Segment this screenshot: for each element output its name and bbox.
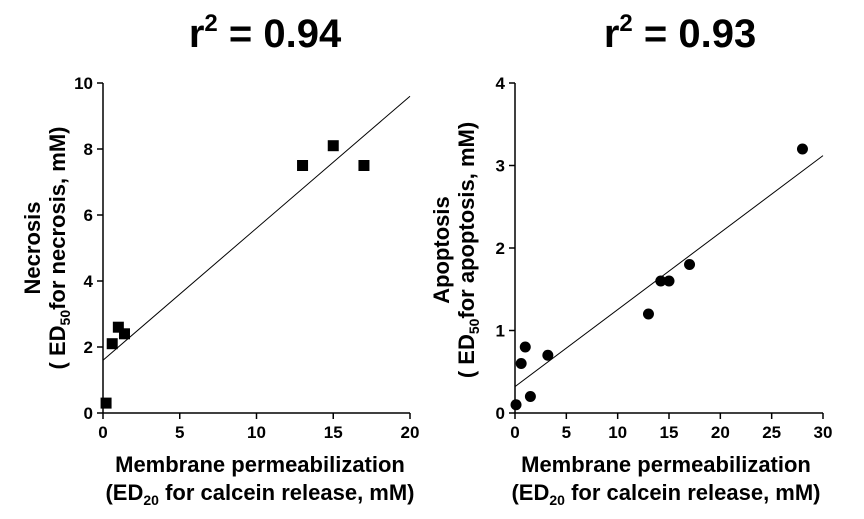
apoptosis-y-label-line2: ( ED50for apoptosis, mM) [454, 122, 482, 378]
apoptosis-chart: r2 = 0.93 Apoptosis ( ED50for apoptosis,… [429, 10, 832, 508]
apoptosis-x-label-line2: (ED20 for calcein release, mM) [511, 480, 820, 508]
apoptosis-x-tick-label: 0 [510, 423, 519, 442]
necrosis-data-point [358, 160, 370, 171]
apoptosis-y-tick-label: 3 [496, 157, 505, 176]
necrosis-y-tick-label: 10 [74, 74, 93, 93]
necrosis-y-tick-label: 2 [84, 338, 93, 357]
apoptosis-x-tick-label: 30 [814, 423, 833, 442]
apoptosis-y-tick-label: 1 [496, 322, 505, 341]
necrosis-y-tick-label: 8 [84, 140, 93, 159]
necrosis-chart-title: r2 = 0.94 [189, 10, 342, 56]
apoptosis-data-point [796, 143, 808, 155]
apoptosis-x-label-line1: Membrane permeabilization [521, 452, 811, 477]
apoptosis-y-tick-label: 2 [496, 239, 505, 258]
necrosis-x-tick-label: 20 [401, 423, 420, 442]
apoptosis-data-point [663, 275, 675, 287]
apoptosis-ticks: 0 5 10 15 20 25 30 0 1 2 3 4 [496, 74, 833, 442]
necrosis-x-label-line2: (ED20 for calcein release, mM) [105, 480, 414, 508]
necrosis-ticks: 0 5 10 15 20 0 2 4 6 8 10 [74, 74, 419, 442]
apoptosis-data-point [684, 259, 696, 270]
necrosis-y-tick-label: 0 [84, 404, 93, 423]
apoptosis-data-point [510, 399, 522, 411]
necrosis-fit-line [102, 95, 411, 361]
necrosis-x-tick-label: 0 [98, 423, 107, 442]
apoptosis-x-tick-label: 25 [762, 423, 781, 442]
necrosis-data-point [297, 160, 309, 171]
apoptosis-x-tick-label: 20 [711, 423, 730, 442]
apoptosis-y-label-line1: Apoptosis [429, 196, 454, 304]
apoptosis-data-point [655, 275, 667, 287]
necrosis-x-label-line1: Membrane permeabilization [115, 452, 405, 477]
necrosis-data-point [106, 338, 118, 350]
apoptosis-y-tick-label: 0 [496, 404, 505, 423]
apoptosis-x-tick-label: 15 [660, 423, 679, 442]
apoptosis-y-tick-label: 4 [496, 74, 506, 93]
necrosis-y-label-line2: ( ED50for necrosis, mM) [45, 127, 73, 370]
apoptosis-data-point [524, 391, 536, 402]
necrosis-points [100, 140, 370, 409]
necrosis-chart: r2 = 0.94 Necrosis ( ED50for necrosis, m… [20, 10, 419, 508]
apoptosis-data-point [642, 308, 654, 320]
apoptosis-data-point [542, 349, 554, 361]
necrosis-data-point [118, 328, 130, 340]
apoptosis-x-tick-label: 10 [608, 423, 627, 442]
necrosis-data-point [327, 140, 339, 152]
necrosis-x-tick-label: 5 [175, 423, 184, 442]
apoptosis-data-point [519, 341, 531, 353]
necrosis-data-point [100, 397, 112, 409]
apoptosis-data-point [515, 358, 527, 369]
necrosis-y-axis-label: Necrosis ( ED50for necrosis, mM) [20, 127, 73, 370]
apoptosis-y-axis-label: Apoptosis ( ED50for apoptosis, mM) [429, 122, 482, 378]
necrosis-data-point [112, 321, 124, 333]
necrosis-x-tick-label: 10 [247, 423, 266, 442]
necrosis-y-tick-label: 4 [84, 272, 94, 291]
apoptosis-points [510, 143, 808, 411]
necrosis-y-tick-label: 6 [84, 206, 93, 225]
necrosis-y-label-line1: Necrosis [20, 202, 45, 295]
necrosis-x-tick-label: 15 [324, 423, 343, 442]
apoptosis-x-tick-label: 5 [562, 423, 571, 442]
apoptosis-chart-title: r2 = 0.93 [604, 10, 756, 56]
apoptosis-fit-line [514, 155, 824, 388]
